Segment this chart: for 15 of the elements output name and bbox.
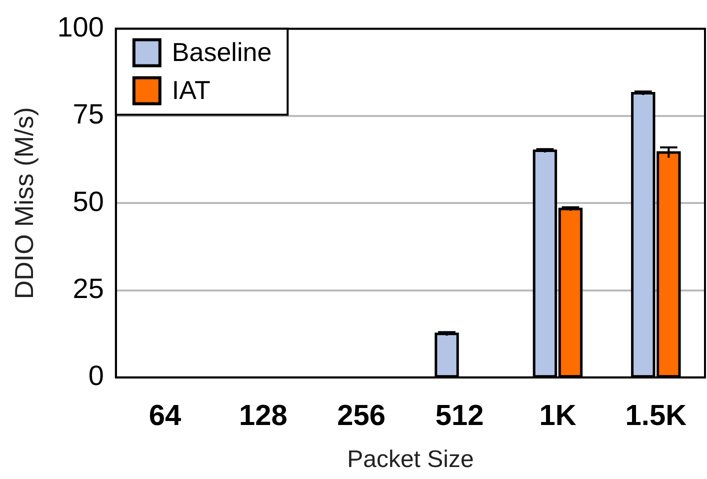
y-tick-label: 75 [72,98,104,130]
legend-label: Baseline [172,36,272,67]
x-tick-label: 1.5K [625,400,687,432]
y-tick-label: 50 [72,186,104,217]
y-axis-title: DDIO Miss (M/s) [8,107,39,300]
x-tick-label: 128 [238,400,288,432]
x-tick-label: 1K [539,400,576,432]
y-tick-label: 100 [57,12,104,43]
y-tick-label: 25 [72,272,104,304]
x-tick-label: 512 [435,400,484,432]
y-tick-label: 0 [88,360,104,392]
x-tick-label: 256 [337,400,386,432]
x-tick-label: 64 [148,400,182,432]
x-axis-title: Packet Size [347,446,474,474]
legend-label: IAT [172,74,211,105]
